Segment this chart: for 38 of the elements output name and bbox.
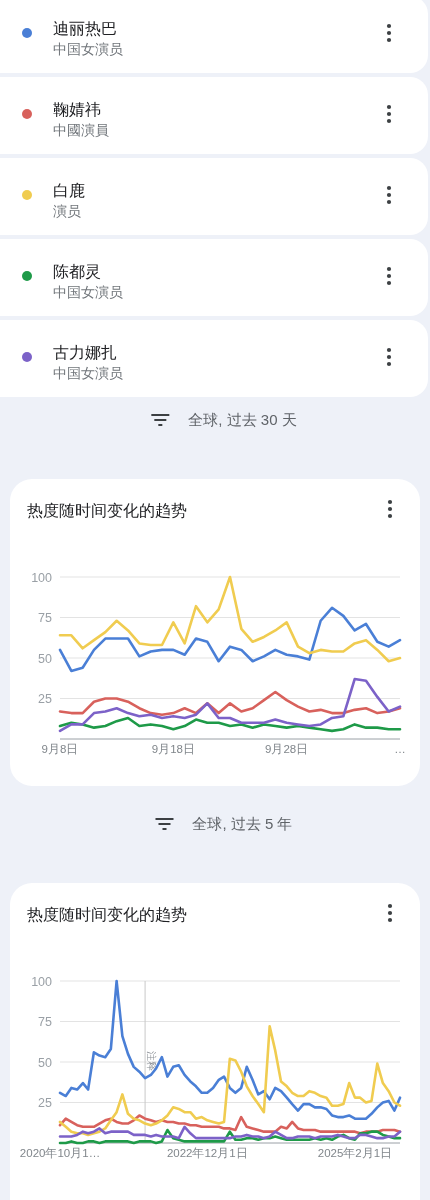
legend-label: 鞠婧祎: [53, 101, 101, 118]
y-tick-label: 100: [31, 570, 53, 585]
chart-subtitle: 全球, 过去 30 天: [188, 411, 297, 428]
y-tick-label: 50: [38, 651, 53, 666]
y-tick-label: 25: [38, 692, 53, 706]
y-tick-label: 25: [38, 1096, 53, 1110]
line-series: [58, 716, 402, 733]
line-series: [58, 677, 402, 733]
line-series: [58, 979, 402, 1120]
y-tick-label: 75: [38, 611, 53, 625]
line-series: [58, 575, 402, 663]
y-tick-label: 100: [31, 974, 53, 989]
text: 中國演員: [53, 123, 109, 138]
ref-line-label: 注释: [146, 1051, 158, 1071]
x-tick-label: 2025年2月1日: [317, 1147, 393, 1159]
line-series: [58, 1025, 402, 1137]
legend-label: 迪丽热巴: [53, 20, 117, 37]
x-tick-label: 9月18日: [151, 743, 195, 755]
x-tick-label: 2022年12月1日: [166, 1147, 248, 1159]
x-tick-label: 9月28日: [265, 743, 309, 755]
legend-label: 陈都灵: [53, 263, 101, 280]
chart-title: 热度随时间变化的趋势: [27, 906, 187, 923]
x-tick-label: 9月8日: [41, 743, 79, 755]
text: 演员: [53, 204, 81, 219]
text: 中国女演员: [53, 285, 123, 300]
x-tick-label: 2020年10月1…: [19, 1147, 101, 1159]
chart-title: 热度随时间变化的趋势: [27, 502, 187, 519]
x-tick-label: …: [394, 743, 406, 755]
line-series: [58, 606, 402, 673]
legend-label: 白鹿: [53, 182, 85, 199]
chart-subtitle: 全球, 过去 5 年: [192, 815, 293, 832]
line-series: [58, 1125, 402, 1140]
y-tick-label: 50: [38, 1055, 53, 1070]
text: 中国女演员: [53, 42, 123, 57]
y-tick-label: 75: [38, 1015, 53, 1029]
text: 中国女演员: [53, 366, 123, 381]
legend-label: 古力娜扎: [53, 344, 117, 361]
line-series: [58, 690, 402, 716]
